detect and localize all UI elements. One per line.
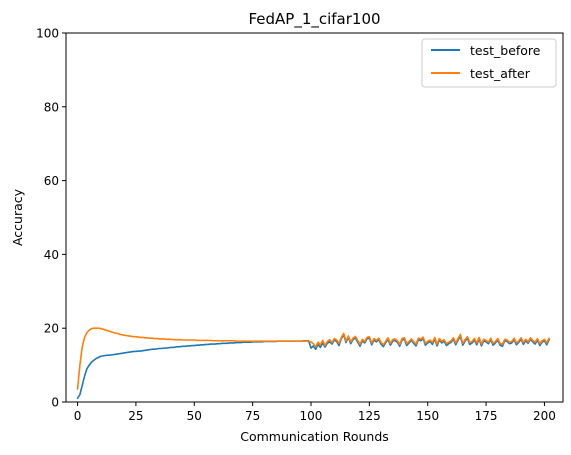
chart-title: FedAP_1_cifar100 [248,10,380,29]
x-tick-label: 125 [358,409,381,423]
y-axis-ticks: 0 20 40 60 80 100 [36,27,66,410]
y-tick-label: 20 [44,322,59,336]
x-tick-label: 25 [128,409,143,423]
x-tick-label: 50 [187,409,202,423]
y-tick-label: 0 [51,396,59,410]
x-tick-label: 175 [475,409,498,423]
y-tick-label: 80 [44,100,59,114]
y-tick-label: 60 [44,174,59,188]
x-tick-label: 200 [533,409,556,423]
series-line-test-after [76,327,550,390]
y-axis-label: Accuracy [10,188,25,246]
series-layer [76,327,550,400]
legend-label-test-after: test_after [470,66,531,81]
x-tick-label: 100 [300,409,323,423]
x-axis-label: Communication Rounds [240,429,389,444]
x-axis-ticks: 0 25 50 75 100 125 150 175 200 [74,402,556,423]
series-line-test-before [76,334,550,400]
plot-frame [65,32,564,403]
x-tick-label: 75 [245,409,260,423]
legend-label-test-before: test_before [470,43,541,58]
x-tick-label: 0 [74,409,82,423]
y-tick-label: 40 [44,248,59,262]
legend: test_before test_after [421,38,557,88]
x-tick-label: 150 [416,409,439,423]
y-tick-label: 100 [36,27,59,41]
